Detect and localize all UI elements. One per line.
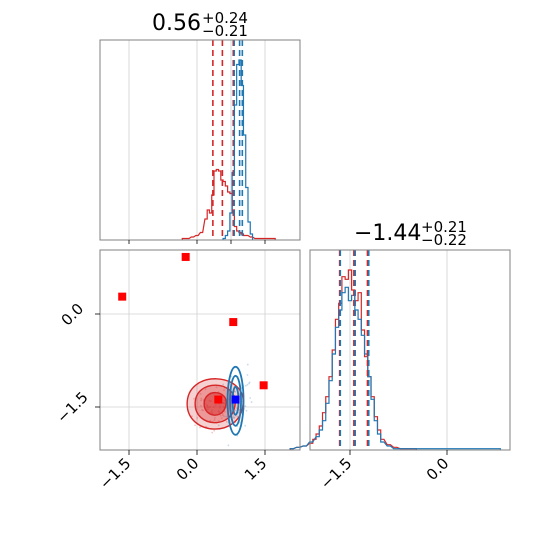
- sample-point: [200, 399, 202, 402]
- sample-point: [234, 390, 237, 393]
- marker-blue-square: [231, 395, 240, 404]
- sample-point: [222, 383, 225, 386]
- sample-point: [244, 384, 247, 387]
- sample-point: [225, 415, 227, 418]
- sample-point: [223, 389, 225, 392]
- histogram-series-2: [222, 59, 254, 240]
- joint-scatter-panel: [99, 249, 301, 451]
- histogram-series-1: [181, 168, 276, 240]
- sample-point: [219, 414, 222, 417]
- param-2-lower-error: −0.22: [421, 231, 467, 249]
- marginal-histogram-param-1: 0.56 +0.24 −0.21: [99, 9, 301, 241]
- marker-red-square: [118, 292, 127, 301]
- sample-point: [223, 415, 225, 418]
- sample-point: [245, 409, 248, 412]
- param-1-lower-error: −0.21: [202, 22, 248, 40]
- marginal-histogram-param-2: −1.44 +0.21 −0.22: [289, 218, 511, 451]
- sample-point: [200, 397, 203, 400]
- sample-point: [249, 397, 252, 399]
- marker-red-square: [259, 381, 268, 390]
- sample-point: [214, 417, 216, 419]
- sample-point: [227, 444, 230, 447]
- sample-point: [215, 386, 218, 389]
- sample-point: [244, 424, 247, 427]
- sample-point: [233, 416, 236, 418]
- param-2-title: −1.44: [354, 221, 421, 246]
- sample-point: [202, 409, 205, 412]
- contour-blue-level-1: [226, 365, 245, 436]
- marker-red-square: [181, 252, 190, 261]
- sample-point: [246, 374, 249, 376]
- sample-point: [246, 363, 249, 366]
- sample-point: [246, 383, 249, 386]
- sample-point: [201, 408, 203, 411]
- sample-point: [199, 393, 202, 395]
- sample-point: [204, 388, 207, 391]
- param-1-upper-error: +0.24: [202, 9, 248, 27]
- sample-point: [200, 404, 202, 407]
- sample-point: [194, 424, 196, 427]
- sample-point: [248, 382, 250, 385]
- param-1-title: 0.56: [152, 11, 201, 36]
- sample-point: [232, 416, 235, 419]
- sample-point: [222, 414, 224, 417]
- sample-point: [244, 405, 247, 408]
- sample-point: [196, 417, 199, 419]
- sample-point: [209, 419, 212, 422]
- sample-point: [223, 410, 226, 413]
- sample-point: [248, 381, 251, 384]
- sample-point: [234, 409, 237, 412]
- histogram-series-2: [289, 286, 501, 450]
- sample-point: [221, 412, 224, 415]
- sample-point: [225, 420, 228, 423]
- sample-point: [199, 426, 201, 429]
- sample-point: [217, 424, 220, 427]
- marker-red-square: [214, 395, 223, 404]
- contour-blue-level-2: [229, 374, 242, 427]
- sample-point: [239, 421, 241, 424]
- param-2-upper-error: +0.21: [421, 218, 467, 236]
- sample-point: [211, 431, 214, 434]
- sample-point: [191, 415, 193, 418]
- sample-point: [193, 397, 195, 400]
- marker-red-square: [229, 318, 238, 327]
- sample-point: [217, 420, 220, 422]
- sample-point: [236, 415, 239, 418]
- sample-point: [250, 401, 253, 403]
- sample-point: [232, 414, 234, 417]
- sample-point: [213, 419, 216, 421]
- sample-point: [213, 429, 216, 432]
- sample-point: [220, 417, 223, 420]
- sample-point: [233, 417, 236, 420]
